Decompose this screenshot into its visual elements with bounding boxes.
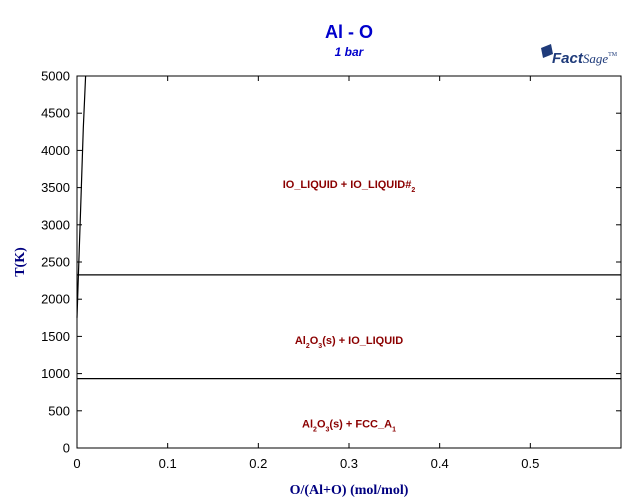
phase-region-label: Al2O3(s) + FCC_A1 <box>302 418 396 433</box>
y-tick-label: 1000 <box>41 366 70 381</box>
plot-area: IO_LIQUID + IO_LIQUID#2 Al2O3(s) + IO_LIQ… <box>41 69 622 471</box>
y-tick-label: 4000 <box>41 143 70 158</box>
y-tick-label: 3000 <box>41 217 70 232</box>
x-tick-label: 0.4 <box>431 456 449 471</box>
chart-title: Al - O <box>325 22 373 42</box>
y-tick-label: 1500 <box>41 329 70 344</box>
x-tick-label: 0 <box>73 456 80 471</box>
phase-boundaries <box>76 75 621 380</box>
plot-frame <box>76 75 622 449</box>
y-axis-label: T(K) <box>13 247 28 277</box>
y-tick-label: 5000 <box>41 69 70 84</box>
logo-mark-icon <box>541 44 553 58</box>
phase-boundary-line <box>76 75 87 318</box>
phase-region-label: Al2O3(s) + IO_LIQUID <box>295 335 403 350</box>
axis-ticks: 0 500 1000 1500 2000 2500 3000 3500 4000 4500 5000… <box>41 69 621 471</box>
phase-region-labels: IO_LIQUID + IO_LIQUID#2 Al2O3(s) + IO_LIQ… <box>283 179 416 433</box>
x-tick-label: 0.2 <box>249 456 267 471</box>
y-tick-label: 4500 <box>41 106 70 121</box>
y-tick-label: 0 <box>63 441 70 456</box>
x-tick-label: 0.3 <box>340 456 358 471</box>
y-tick-label: 3500 <box>41 180 70 195</box>
x-tick-label: 0.1 <box>159 456 177 471</box>
y-tick-label: 2000 <box>41 292 70 307</box>
x-tick-label: 0.5 <box>521 456 539 471</box>
y-tick-label: 2500 <box>41 255 70 270</box>
logo-text: FactSageTM <box>552 50 618 67</box>
chart-subtitle: 1 bar <box>335 45 365 59</box>
y-tick-label: 500 <box>48 403 70 418</box>
factsage-logo: FactSageTM <box>541 44 618 67</box>
x-axis-label: O/(Al+O) (mol/mol) <box>290 483 409 498</box>
phase-region-label: IO_LIQUID + IO_LIQUID#2 <box>283 179 416 194</box>
